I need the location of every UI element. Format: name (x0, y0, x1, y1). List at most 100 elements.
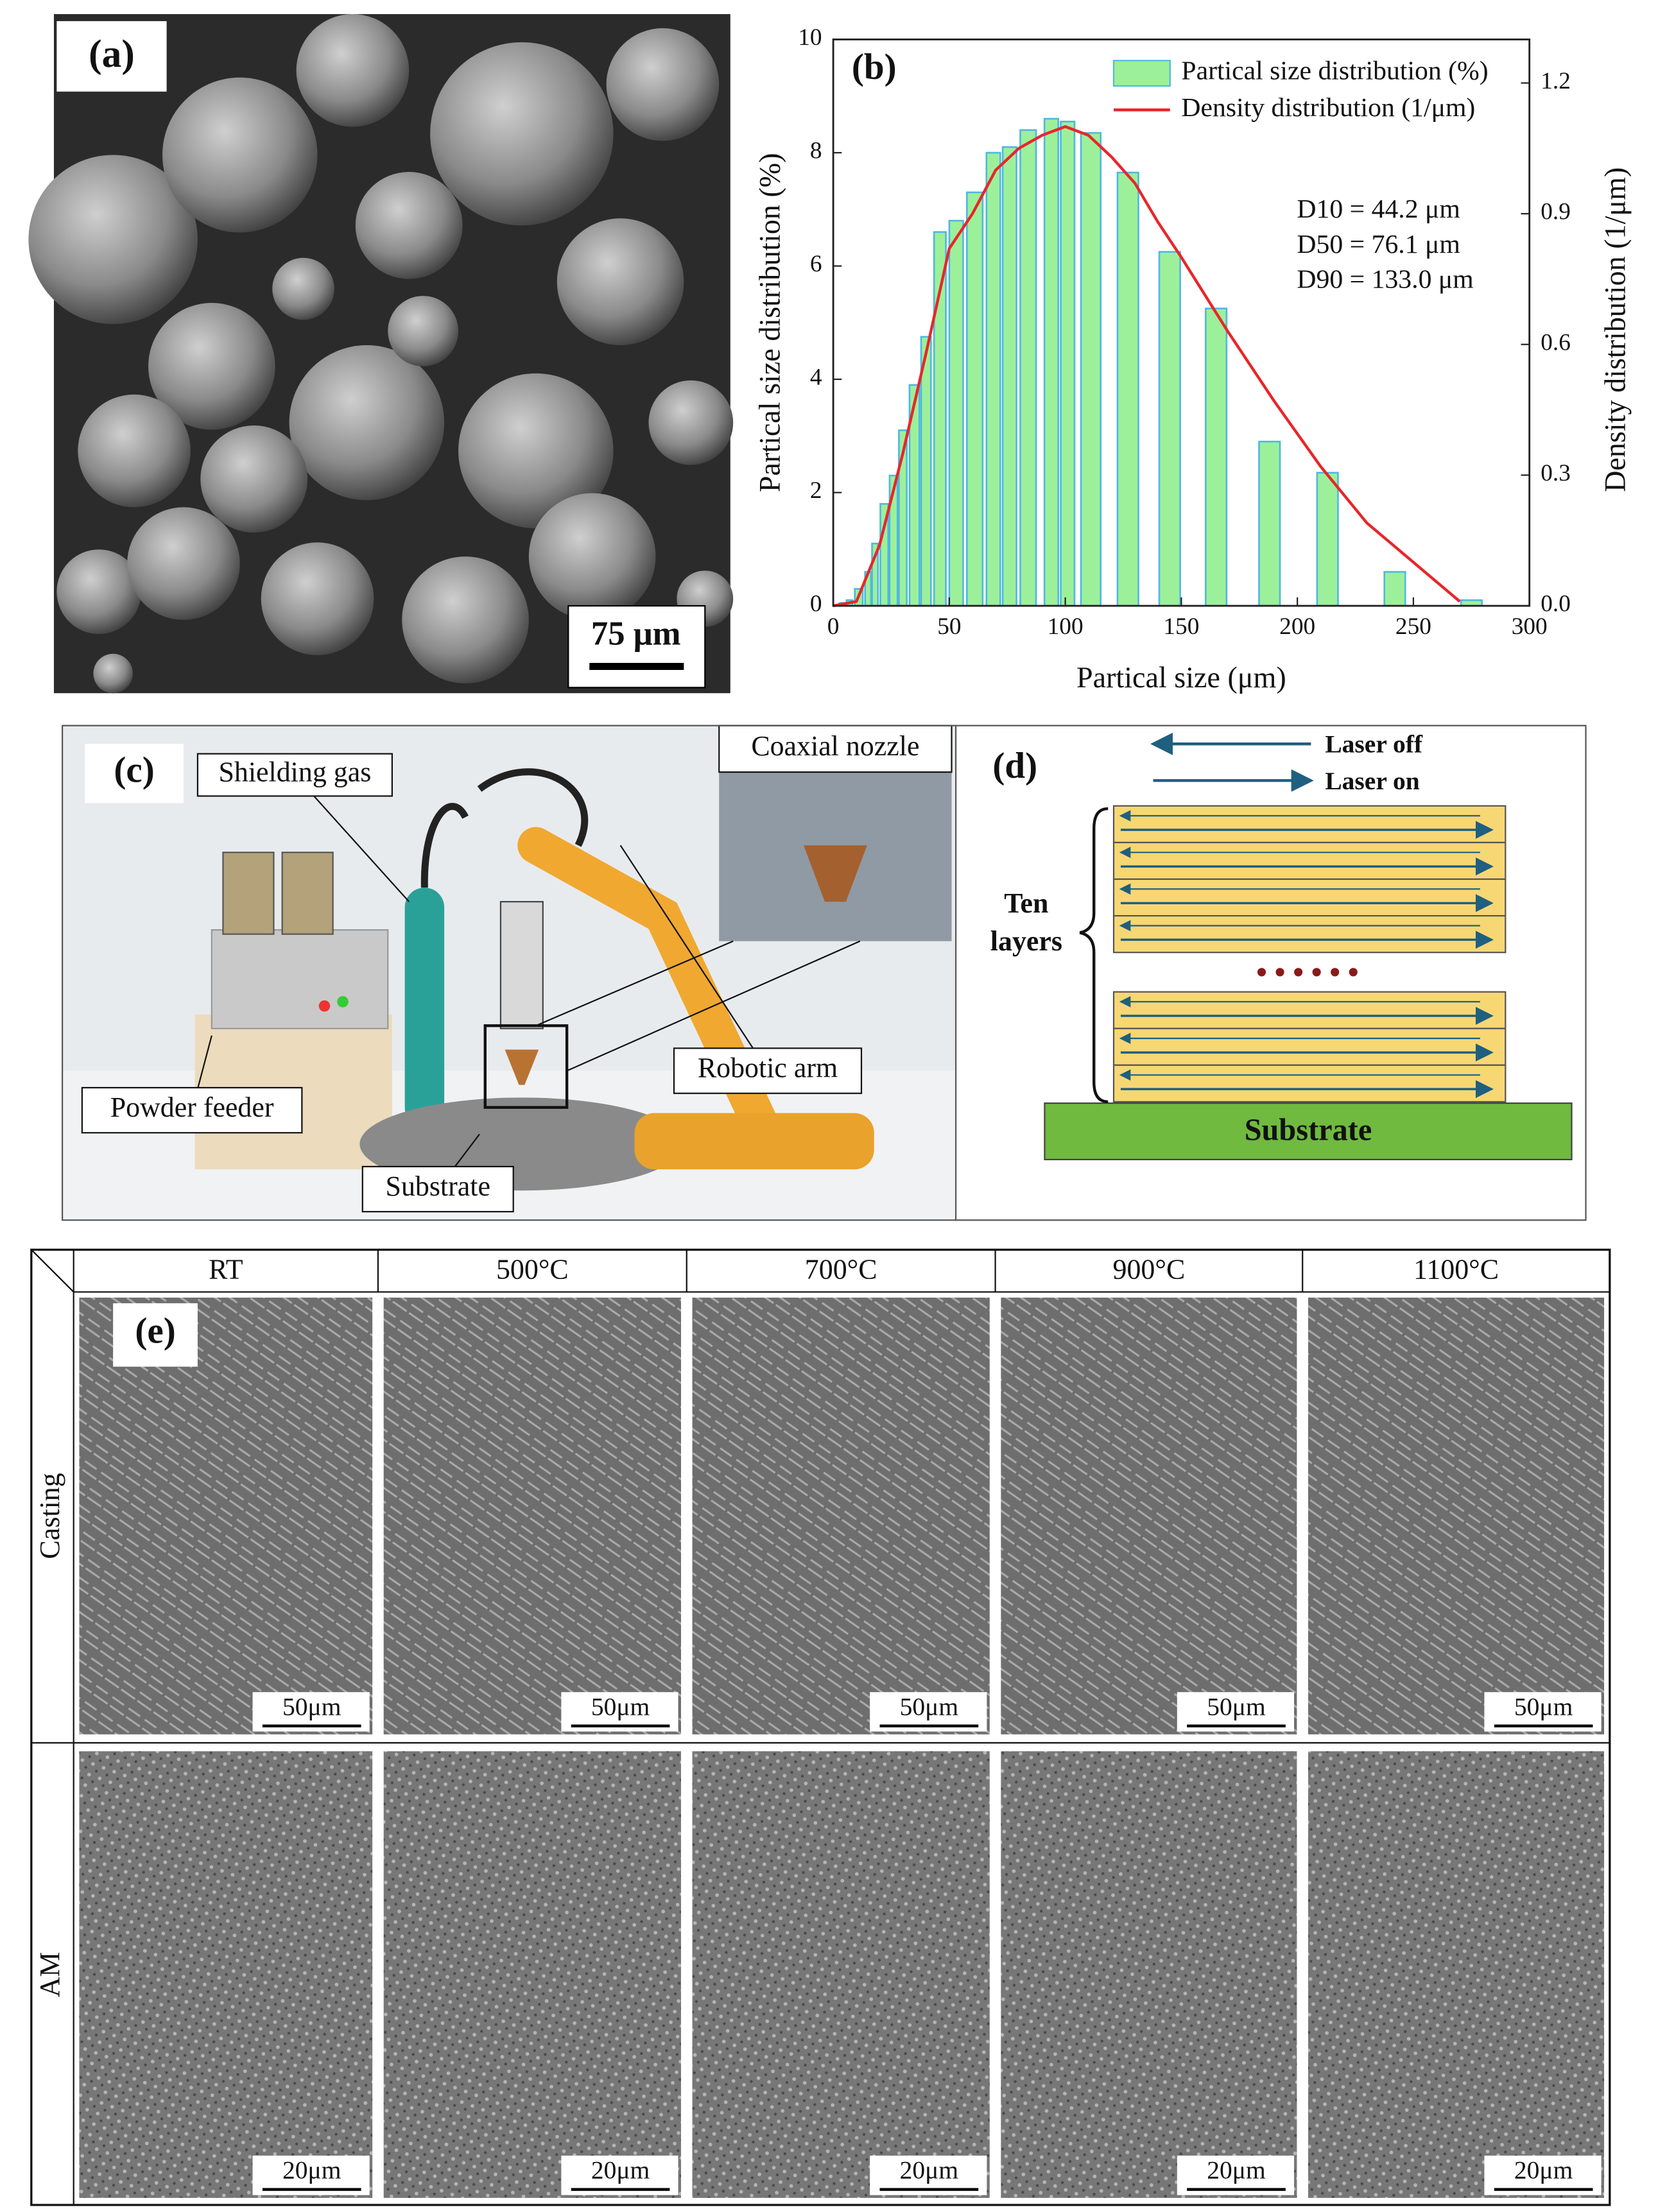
powder-particle (648, 380, 734, 465)
callout-label: Shielding gas (218, 757, 371, 788)
bar (1001, 146, 1017, 607)
hopper (222, 852, 275, 935)
ellipsis-dot (1312, 968, 1321, 977)
powder-particle (28, 155, 198, 324)
indicator (337, 996, 349, 1007)
panel-label: (c) (114, 750, 154, 790)
micrograph (1001, 1298, 1297, 1735)
scale-bar-label: 20μm (282, 2156, 341, 2184)
y-tick-label: 4 (810, 364, 822, 391)
panel-label: (d) (992, 746, 1037, 786)
layer (1112, 915, 1507, 954)
micrograph (692, 1751, 990, 2199)
bar (1043, 117, 1060, 607)
y-tick-label: 8 (810, 138, 822, 164)
bar (966, 191, 984, 607)
column-header: 500°C (496, 1255, 569, 1285)
powder-particle (430, 42, 614, 226)
powder-particle (388, 296, 459, 366)
annotation: D10 = 44.2 μm (1297, 194, 1460, 224)
annotation: D50 = 76.1 μm (1297, 230, 1460, 259)
scale-bar-label: 50μm (1207, 1692, 1266, 1720)
panel-label-box (56, 21, 167, 92)
powder-particle (606, 28, 720, 141)
hopper (281, 852, 334, 935)
callout-label: Substrate (386, 1171, 490, 1202)
powder-feeder-top (211, 929, 389, 1029)
powder-particle (402, 556, 529, 683)
legend-label: Laser on (1325, 767, 1419, 795)
panel-label-box (840, 46, 908, 95)
scale-bar-label: 20μm (900, 2156, 959, 2184)
micrograph (1308, 1298, 1605, 1735)
corner-diagonal (31, 1249, 74, 1293)
powder-particle (56, 549, 142, 634)
x-tick-label: 0 (827, 613, 840, 640)
substrate-label: Substrate (1245, 1113, 1372, 1147)
panel-label: (e) (135, 1310, 175, 1351)
y-axis-title: Partical size distribution (%) (753, 153, 786, 492)
bar (1258, 440, 1281, 607)
scale-bar-label: 75 μm (591, 615, 681, 652)
callout-label: Robotic arm (698, 1053, 838, 1084)
x-tick-label: 100 (1048, 613, 1084, 640)
zoom-line (535, 940, 734, 1027)
x-tick-label: 50 (937, 613, 961, 640)
y2-tick-label: 0.0 (1541, 591, 1571, 617)
column-header: 1100°C (1413, 1255, 1499, 1285)
y-tick-label: 6 (810, 251, 822, 277)
ellipsis-dot (1294, 968, 1303, 977)
layer (1112, 991, 1507, 1029)
powder-particle (162, 77, 318, 233)
y2-tick-label: 0.9 (1541, 199, 1571, 225)
powder-particle (200, 425, 308, 533)
powder-particle (78, 394, 191, 508)
micrograph (383, 1298, 681, 1735)
bar (920, 336, 932, 607)
layer (1112, 1027, 1507, 1066)
ellipsis-dot (1349, 968, 1358, 977)
callout-label: Powder feeder (110, 1092, 274, 1123)
substrate (1044, 1102, 1573, 1161)
bar (1158, 251, 1181, 607)
panel-label-box (113, 1303, 198, 1367)
callout-line (619, 845, 768, 1072)
layer (1112, 878, 1507, 917)
robot-base (634, 1113, 874, 1170)
legend-swatch (1112, 60, 1171, 87)
zoom-box (483, 1024, 569, 1109)
x-tick-label: 150 (1163, 613, 1199, 640)
row-label: AM (35, 1952, 65, 1998)
brace (1079, 807, 1109, 1104)
scale-bar-label: 20μm (1207, 2156, 1266, 2184)
ellipsis-dot (1331, 968, 1340, 977)
density-line (833, 124, 1461, 608)
nozzle-head (499, 901, 544, 1029)
callout-box (196, 753, 393, 797)
micrograph (692, 1298, 990, 1735)
powder-particle (127, 507, 240, 621)
powder-particle (557, 218, 684, 345)
layer (1112, 841, 1507, 880)
bar (1316, 472, 1339, 607)
powder-particle (355, 171, 463, 279)
bar (1019, 129, 1037, 607)
brace-label: layers (990, 926, 1062, 957)
powder-particle (296, 13, 410, 127)
bar (1116, 171, 1139, 607)
powder-particle (458, 373, 614, 529)
panel-label: (a) (89, 32, 135, 76)
indicator (318, 1000, 331, 1012)
ellipsis-dot (1275, 968, 1284, 977)
powder-particle (289, 345, 445, 501)
brace-label: Ten (1004, 888, 1048, 919)
bar (1060, 121, 1076, 607)
layer (1112, 1064, 1507, 1103)
column-header: RT (209, 1255, 243, 1285)
powder-particle (528, 493, 656, 621)
y2-axis-title: Density distribution (1/μm) (1599, 167, 1632, 492)
y2-tick-label: 0.6 (1541, 329, 1571, 356)
y-tick-label: 0 (810, 591, 822, 617)
annotation: D90 = 133.0 μm (1297, 265, 1473, 295)
column-header: 700°C (805, 1255, 877, 1285)
